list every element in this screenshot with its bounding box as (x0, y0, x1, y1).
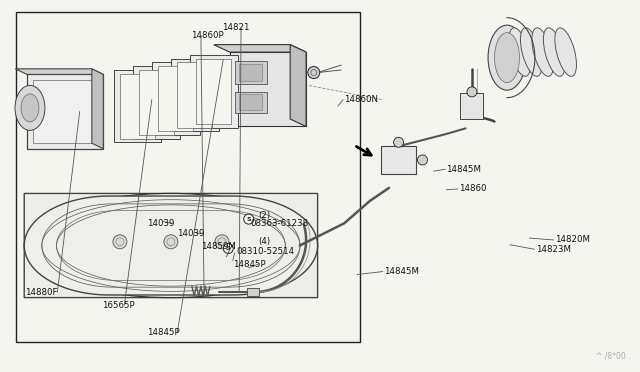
FancyBboxPatch shape (24, 193, 317, 298)
Text: 08363-61238: 08363-61238 (250, 219, 308, 228)
Ellipse shape (520, 28, 542, 76)
Bar (27, 74, 103, 149)
Bar (190, 55, 238, 128)
Polygon shape (92, 69, 103, 149)
Bar (33, 80, 97, 143)
Bar (171, 59, 219, 131)
Bar (132, 66, 180, 139)
Polygon shape (15, 69, 103, 74)
Bar (120, 74, 155, 139)
Bar (235, 92, 267, 113)
Text: 14039: 14039 (177, 229, 205, 238)
Circle shape (244, 214, 253, 224)
Text: ^ /8*00 .: ^ /8*00 . (596, 352, 631, 361)
Ellipse shape (488, 25, 526, 90)
Text: 14880F: 14880F (26, 288, 58, 296)
Text: 14859M: 14859M (201, 242, 236, 251)
Bar (381, 146, 416, 174)
Ellipse shape (509, 28, 531, 76)
Text: 14845P: 14845P (233, 260, 266, 269)
Bar (16, 12, 360, 342)
Bar (196, 59, 232, 124)
Bar (235, 61, 267, 84)
Circle shape (223, 244, 234, 253)
Bar (139, 70, 174, 135)
Text: 08310-52514: 08310-52514 (236, 247, 294, 256)
Bar (158, 66, 193, 131)
Text: 14860P: 14860P (191, 31, 224, 40)
Circle shape (394, 137, 404, 147)
Text: 14845P: 14845P (147, 328, 179, 337)
Bar (113, 70, 161, 142)
Text: 14845M: 14845M (384, 267, 419, 276)
Polygon shape (214, 45, 306, 52)
Text: S: S (226, 246, 230, 251)
Bar (460, 93, 483, 119)
Circle shape (308, 67, 320, 78)
Bar (239, 64, 262, 81)
Polygon shape (230, 52, 306, 126)
Ellipse shape (543, 28, 565, 76)
Bar (239, 94, 262, 110)
Text: 14860N: 14860N (344, 95, 378, 104)
Text: 14823M: 14823M (536, 245, 571, 254)
Polygon shape (290, 45, 306, 126)
Bar (248, 288, 259, 296)
Ellipse shape (532, 28, 554, 76)
Circle shape (467, 87, 477, 97)
Text: 16565P: 16565P (102, 301, 134, 310)
Circle shape (164, 235, 178, 249)
Polygon shape (24, 196, 317, 295)
Ellipse shape (21, 94, 39, 122)
Bar (177, 62, 212, 128)
Ellipse shape (495, 33, 520, 83)
Circle shape (113, 235, 127, 249)
Bar (152, 62, 200, 135)
Text: 14860: 14860 (459, 185, 486, 193)
Text: 14820M: 14820M (555, 235, 590, 244)
Circle shape (215, 235, 229, 249)
Ellipse shape (15, 86, 45, 130)
Ellipse shape (555, 28, 577, 76)
Text: (4): (4) (259, 237, 271, 246)
Text: (2): (2) (259, 211, 271, 219)
Text: 14845M: 14845M (447, 165, 481, 174)
Ellipse shape (24, 193, 317, 298)
Text: 14821: 14821 (222, 23, 250, 32)
Text: S: S (246, 217, 251, 222)
Circle shape (417, 155, 428, 165)
Text: 14039: 14039 (147, 219, 174, 228)
